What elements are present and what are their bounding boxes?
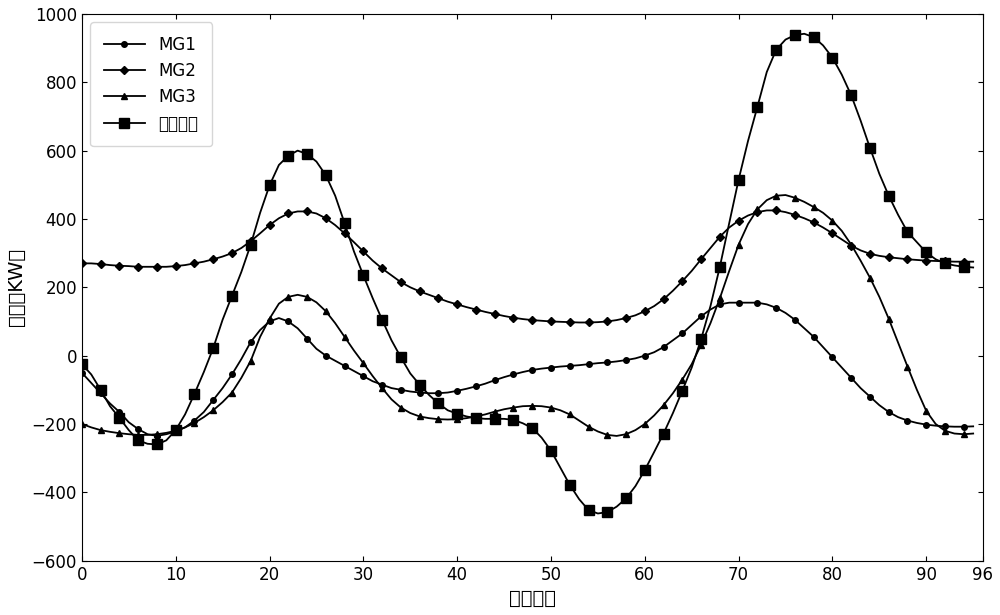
MG2 — [967, 258, 979, 265]
MG3 — [611, 432, 623, 440]
MG2 — [329, 221, 341, 229]
Line: MG1: MG1 — [79, 300, 976, 438]
Line: MG2: MG2 — [79, 208, 976, 325]
MG1 — [723, 299, 735, 306]
MG3 — [76, 420, 88, 427]
MG3 — [329, 319, 341, 327]
MG1 — [911, 419, 923, 427]
MG3 — [911, 386, 923, 394]
X-axis label: 优化周期: 优化周期 — [509, 589, 556, 608]
Line: 总净负荷: 总净负荷 — [77, 29, 978, 518]
Legend: MG1, MG2, MG3, 总净负荷: MG1, MG2, MG3, 总净负荷 — [90, 22, 212, 146]
MG3 — [526, 402, 538, 410]
MG1 — [151, 432, 163, 440]
总净负荷 — [329, 192, 341, 199]
总净负荷 — [554, 464, 566, 471]
MG2 — [761, 207, 773, 214]
总净负荷 — [76, 360, 88, 368]
MG2 — [76, 260, 88, 267]
MG2 — [526, 316, 538, 323]
总净负荷 — [967, 264, 979, 271]
MG2 — [573, 319, 585, 326]
MG2 — [911, 256, 923, 264]
MG1 — [564, 362, 576, 370]
MG3 — [461, 415, 473, 422]
MG3 — [198, 413, 210, 421]
总净负荷 — [461, 413, 473, 420]
MG1 — [536, 365, 548, 372]
总净负荷 — [198, 368, 210, 376]
MG1 — [339, 362, 351, 370]
总净负荷 — [592, 510, 604, 517]
总净负荷 — [526, 424, 538, 432]
MG1 — [207, 396, 219, 403]
MG1 — [470, 383, 482, 390]
MG2 — [554, 318, 566, 325]
MG1 — [967, 423, 979, 430]
MG2 — [461, 303, 473, 311]
MG3 — [780, 191, 792, 199]
总净负荷 — [911, 239, 923, 246]
MG1 — [76, 369, 88, 376]
MG2 — [198, 258, 210, 265]
MG3 — [967, 430, 979, 437]
Y-axis label: 功率（KW）: 功率（KW） — [7, 248, 26, 327]
Line: MG3: MG3 — [78, 191, 977, 439]
MG3 — [554, 407, 566, 414]
总净负荷 — [798, 30, 810, 38]
